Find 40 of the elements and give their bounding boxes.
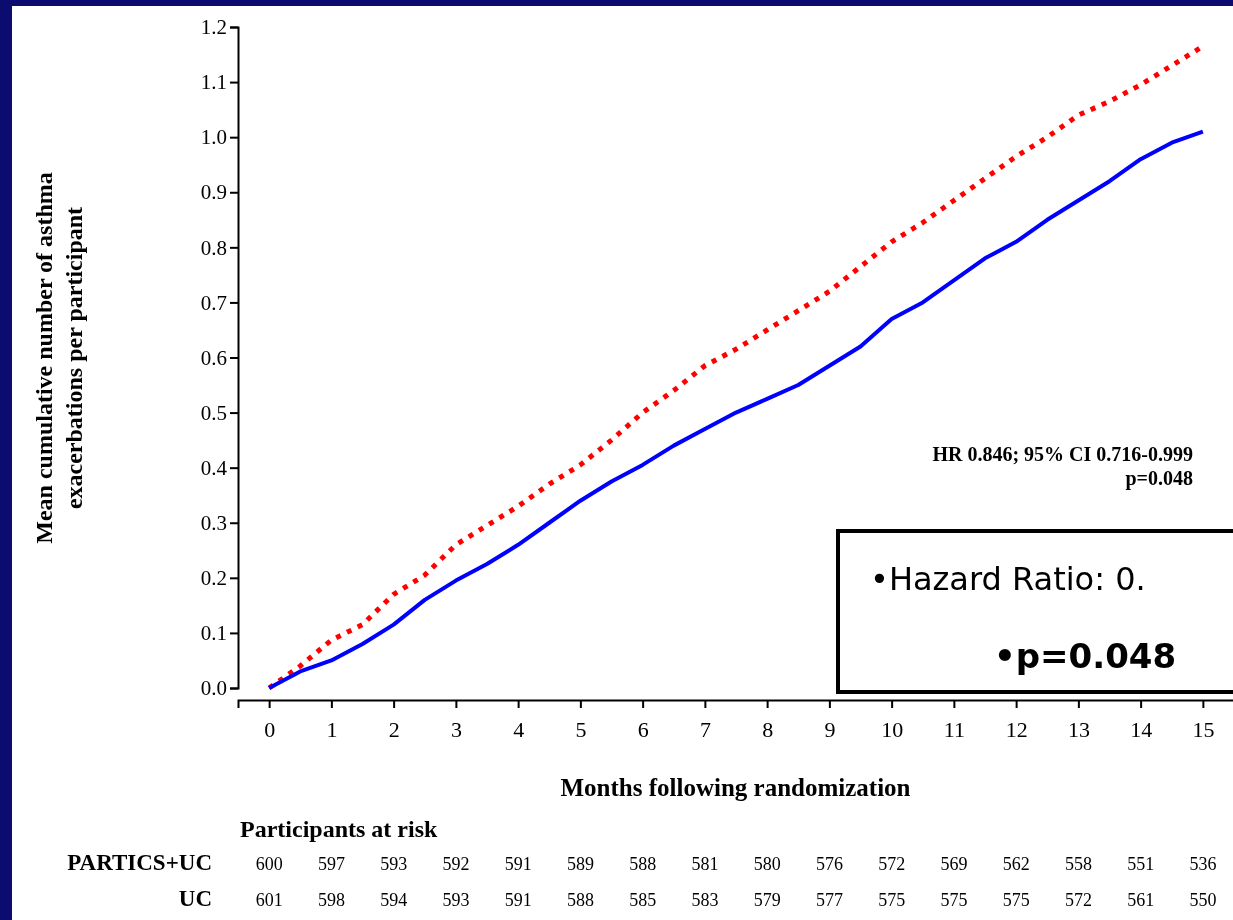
x-tick-label: 13 xyxy=(1067,717,1090,743)
text: PARTICS+UC xyxy=(67,850,212,875)
y-tick-label: 0.2 xyxy=(200,566,227,591)
x-tick-label: 9 xyxy=(824,717,836,743)
y-tick-label: 0.9 xyxy=(200,180,227,205)
text: UC xyxy=(178,886,212,911)
annotation: •p=0.048 xyxy=(994,636,1177,676)
y-tick-label: 1.0 xyxy=(200,125,227,150)
x-tick-label: 8 xyxy=(762,717,774,743)
x-tick-label: 14 xyxy=(1130,717,1153,743)
y-tick-label: 0.4 xyxy=(200,455,228,480)
x-tick-label: 3 xyxy=(450,717,462,743)
annotation: •Hazard Ratio: 0. xyxy=(870,560,1146,598)
text: 601 598 594 593 591 588 585 583 579 577 575 575 575 572 561 550 xyxy=(255,890,1217,910)
text: 600 597 593 592 591 589 588 581 580 576 572 569 562 558 551 536 xyxy=(255,854,1217,874)
x-tick-label: 1 xyxy=(326,717,338,743)
annotation: HR 0.846; 95% CI 0.716-0.999 xyxy=(932,443,1193,465)
x-tick-label: 6 xyxy=(637,717,649,743)
x-tick-label: 0 xyxy=(264,717,276,743)
text: Participants at risk xyxy=(240,816,438,842)
y-tick-label: 0.3 xyxy=(200,510,227,535)
y-tick-label: 0.1 xyxy=(200,621,227,646)
x-tick-label: 2 xyxy=(388,717,400,743)
y-tick-label: 0.5 xyxy=(200,400,227,425)
y-tick-label: 0.8 xyxy=(200,235,227,260)
x-tick-label: 4 xyxy=(513,717,525,743)
annotation: p=0.048 xyxy=(1125,467,1193,490)
x-axis-title: Months following randomization xyxy=(560,774,911,801)
y-tick-label: 0.6 xyxy=(200,345,227,370)
x-tick-label: 5 xyxy=(575,717,587,743)
x-tick-label: 10 xyxy=(881,717,904,743)
x-tick-label: 7 xyxy=(699,717,711,743)
x-tick-label: 12 xyxy=(1005,717,1028,743)
y-tick-label: 1.1 xyxy=(200,70,227,95)
y-axis-title: Mean cumulative number of asthma exacerbations per participant xyxy=(31,172,87,544)
y-tick-label: 0.0 xyxy=(200,676,227,701)
x-tick-label: 15 xyxy=(1192,717,1215,743)
x-tick-label: 11 xyxy=(943,717,965,743)
y-tick-label: 0.7 xyxy=(200,290,227,315)
y-tick-label: 1.2 xyxy=(200,15,227,40)
